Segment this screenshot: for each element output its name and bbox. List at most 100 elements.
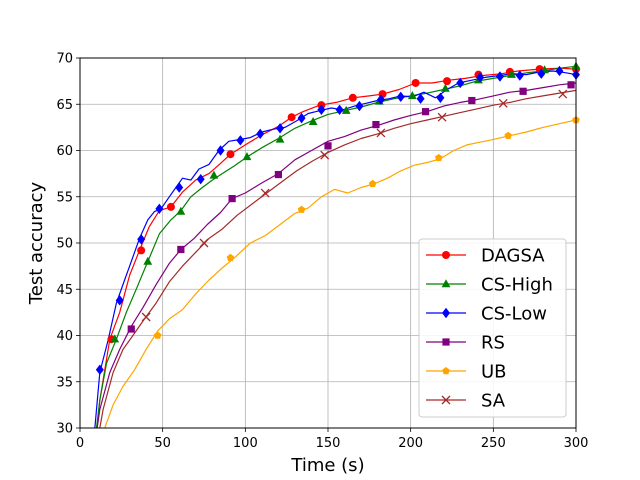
marker-pentagon bbox=[442, 367, 450, 375]
legend-label-ub: UB bbox=[481, 362, 507, 383]
y-tick-label: 30 bbox=[56, 422, 73, 437]
marker-diamond bbox=[376, 94, 385, 105]
marker-circle bbox=[137, 246, 146, 255]
marker-x bbox=[441, 395, 451, 405]
marker-x bbox=[498, 98, 508, 108]
legend-entry-cs-high: CS-High bbox=[426, 275, 553, 296]
marker-square bbox=[468, 96, 476, 105]
marker-triangle bbox=[507, 69, 516, 78]
marker-diamond bbox=[276, 123, 285, 134]
marker-x bbox=[260, 188, 270, 198]
legend-entry-rs: RS bbox=[426, 333, 505, 354]
series-line-sa bbox=[99, 89, 576, 428]
marker-square bbox=[177, 245, 185, 254]
marker-diamond bbox=[515, 70, 524, 81]
marker-pentagon bbox=[504, 131, 513, 139]
ticks: 0 50 100 150 200 250 300 30 35 40 45 50 55 60 65 70 bbox=[56, 52, 588, 452]
marker-diamond bbox=[436, 92, 445, 103]
y-tick-label: 60 bbox=[56, 144, 73, 159]
legend-label-rs: RS bbox=[481, 333, 505, 354]
marker-diamond bbox=[196, 173, 205, 185]
marker-triangle bbox=[242, 152, 252, 161]
x-tick-label: 100 bbox=[233, 436, 258, 451]
marker-diamond bbox=[297, 112, 306, 124]
marker-square bbox=[519, 87, 527, 95]
x-tick-label: 0 bbox=[76, 436, 84, 451]
legend-entry-sa: SA bbox=[426, 391, 506, 412]
x-axis-label: Time (s) bbox=[290, 455, 364, 476]
marker-diamond bbox=[155, 203, 164, 214]
series-line-cs-low bbox=[94, 70, 576, 428]
series-markers-cs-low bbox=[95, 65, 580, 375]
marker-triangle bbox=[407, 91, 417, 100]
y-tick-label: 55 bbox=[56, 190, 73, 205]
marker-diamond bbox=[256, 128, 265, 140]
series-markers-ub bbox=[153, 115, 580, 339]
marker-pentagon bbox=[368, 179, 377, 188]
marker-x bbox=[320, 150, 330, 160]
legend-label-dagsa: DAGSA bbox=[481, 246, 545, 267]
marker-triangle bbox=[275, 134, 285, 143]
marker-diamond bbox=[442, 307, 450, 319]
series-markers bbox=[95, 61, 581, 375]
marker-square bbox=[442, 338, 450, 346]
marker-diamond bbox=[476, 72, 485, 83]
marker-diamond bbox=[137, 234, 146, 245]
marker-triangle bbox=[308, 117, 318, 126]
marker-circle bbox=[411, 78, 420, 87]
marker-square bbox=[372, 121, 380, 129]
marker-triangle bbox=[176, 206, 186, 215]
y-tick-label: 65 bbox=[56, 98, 73, 113]
legend-label-sa: SA bbox=[481, 391, 506, 412]
y-tick-label: 40 bbox=[56, 329, 73, 344]
marker-diamond bbox=[416, 93, 425, 104]
x-tick-label: 150 bbox=[316, 436, 341, 451]
legend-entry-dagsa: DAGSA bbox=[426, 246, 545, 267]
marker-circle bbox=[287, 113, 296, 122]
marker-circle bbox=[226, 150, 235, 159]
marker-diamond bbox=[335, 104, 344, 115]
marker-square bbox=[324, 142, 332, 150]
marker-diamond bbox=[396, 91, 405, 103]
marker-triangle bbox=[209, 170, 219, 179]
marker-x bbox=[376, 128, 386, 138]
legend-label-cs-low: CS-Low bbox=[481, 304, 547, 325]
marker-square bbox=[421, 108, 430, 116]
y-tick-label: 50 bbox=[56, 237, 73, 252]
marker-x bbox=[437, 112, 447, 122]
marker-diamond bbox=[495, 71, 504, 82]
marker-diamond bbox=[537, 68, 546, 79]
marker-x bbox=[199, 238, 209, 248]
marker-diamond bbox=[236, 135, 245, 146]
marker-pentagon bbox=[153, 331, 162, 339]
marker-diamond bbox=[555, 65, 564, 77]
x-tick-label: 50 bbox=[154, 436, 171, 451]
legend-entry-ub: UB bbox=[426, 362, 507, 383]
marker-diamond bbox=[355, 100, 364, 112]
marker-diamond bbox=[456, 77, 465, 89]
marker-square bbox=[567, 81, 575, 89]
legend: DAGSA CS-High CS-Low RS UB SA bbox=[418, 238, 567, 418]
marker-triangle bbox=[440, 83, 450, 92]
marker-triangle bbox=[441, 279, 451, 288]
series-line-ub bbox=[104, 119, 576, 428]
y-tick-label: 70 bbox=[56, 52, 73, 67]
y-tick-label: 35 bbox=[56, 375, 73, 390]
x-tick-label: 300 bbox=[564, 436, 589, 451]
marker-square bbox=[274, 170, 282, 179]
legend-label-cs-high: CS-High bbox=[481, 275, 553, 296]
marker-diamond bbox=[95, 364, 104, 375]
legend-entry-cs-low: CS-Low bbox=[426, 304, 547, 325]
marker-pentagon bbox=[226, 253, 235, 262]
marker-circle bbox=[348, 93, 357, 102]
series-line-rs bbox=[96, 82, 576, 428]
series-lines bbox=[94, 65, 576, 428]
marker-square bbox=[228, 195, 236, 203]
marker-square bbox=[127, 325, 135, 333]
marker-x bbox=[558, 89, 568, 99]
y-tick-label: 45 bbox=[56, 283, 73, 298]
marker-diamond bbox=[175, 182, 184, 193]
marker-circle bbox=[442, 251, 450, 259]
series-markers-rs bbox=[127, 81, 575, 333]
y-axis-label: Test accuracy bbox=[26, 181, 47, 305]
